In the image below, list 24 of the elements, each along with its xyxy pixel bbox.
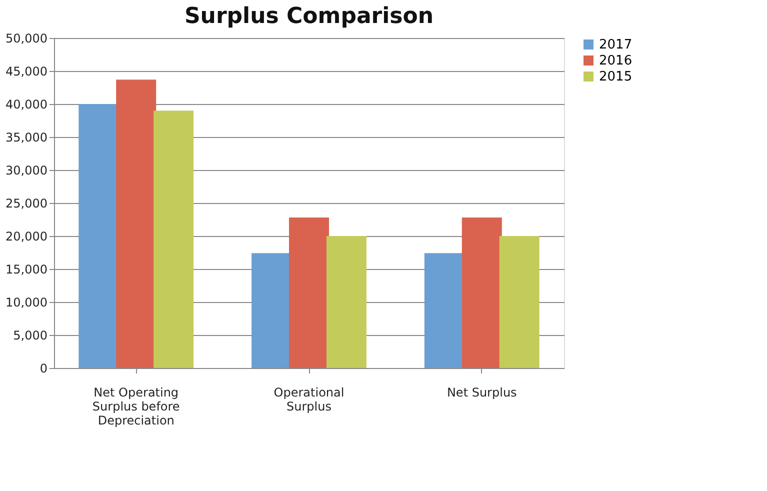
x-tick-label: Net Surplus [446, 386, 517, 400]
y-tick-label: 5,000 [13, 328, 48, 342]
y-tick-label: 15,000 [6, 262, 48, 276]
x-tick-label: Operational Surplus [274, 386, 344, 414]
bar [462, 218, 502, 368]
legend-label: 2017 [599, 38, 632, 52]
y-tick-label: 20,000 [6, 230, 48, 244]
y-tick-label: 45,000 [6, 64, 48, 78]
y-tick-label: 10,000 [6, 296, 48, 310]
x-tick-label: Net Operating Surplus before Depreciation [92, 386, 180, 428]
legend-label: 2015 [599, 70, 632, 84]
chart-title: Surplus Comparison [184, 4, 434, 29]
y-tick-label: 30,000 [6, 164, 48, 178]
y-tick-label: 50,000 [6, 32, 48, 46]
y-tick-label: 0 [40, 362, 48, 376]
legend-label: 2016 [599, 54, 632, 68]
bar [154, 110, 194, 368]
bar [499, 236, 540, 368]
y-tick-label: 40,000 [6, 98, 48, 112]
bar [326, 236, 366, 368]
y-tick-label: 35,000 [6, 130, 48, 144]
y-tick-label: 25,000 [6, 196, 48, 210]
bar [289, 218, 329, 368]
bar [116, 80, 156, 368]
